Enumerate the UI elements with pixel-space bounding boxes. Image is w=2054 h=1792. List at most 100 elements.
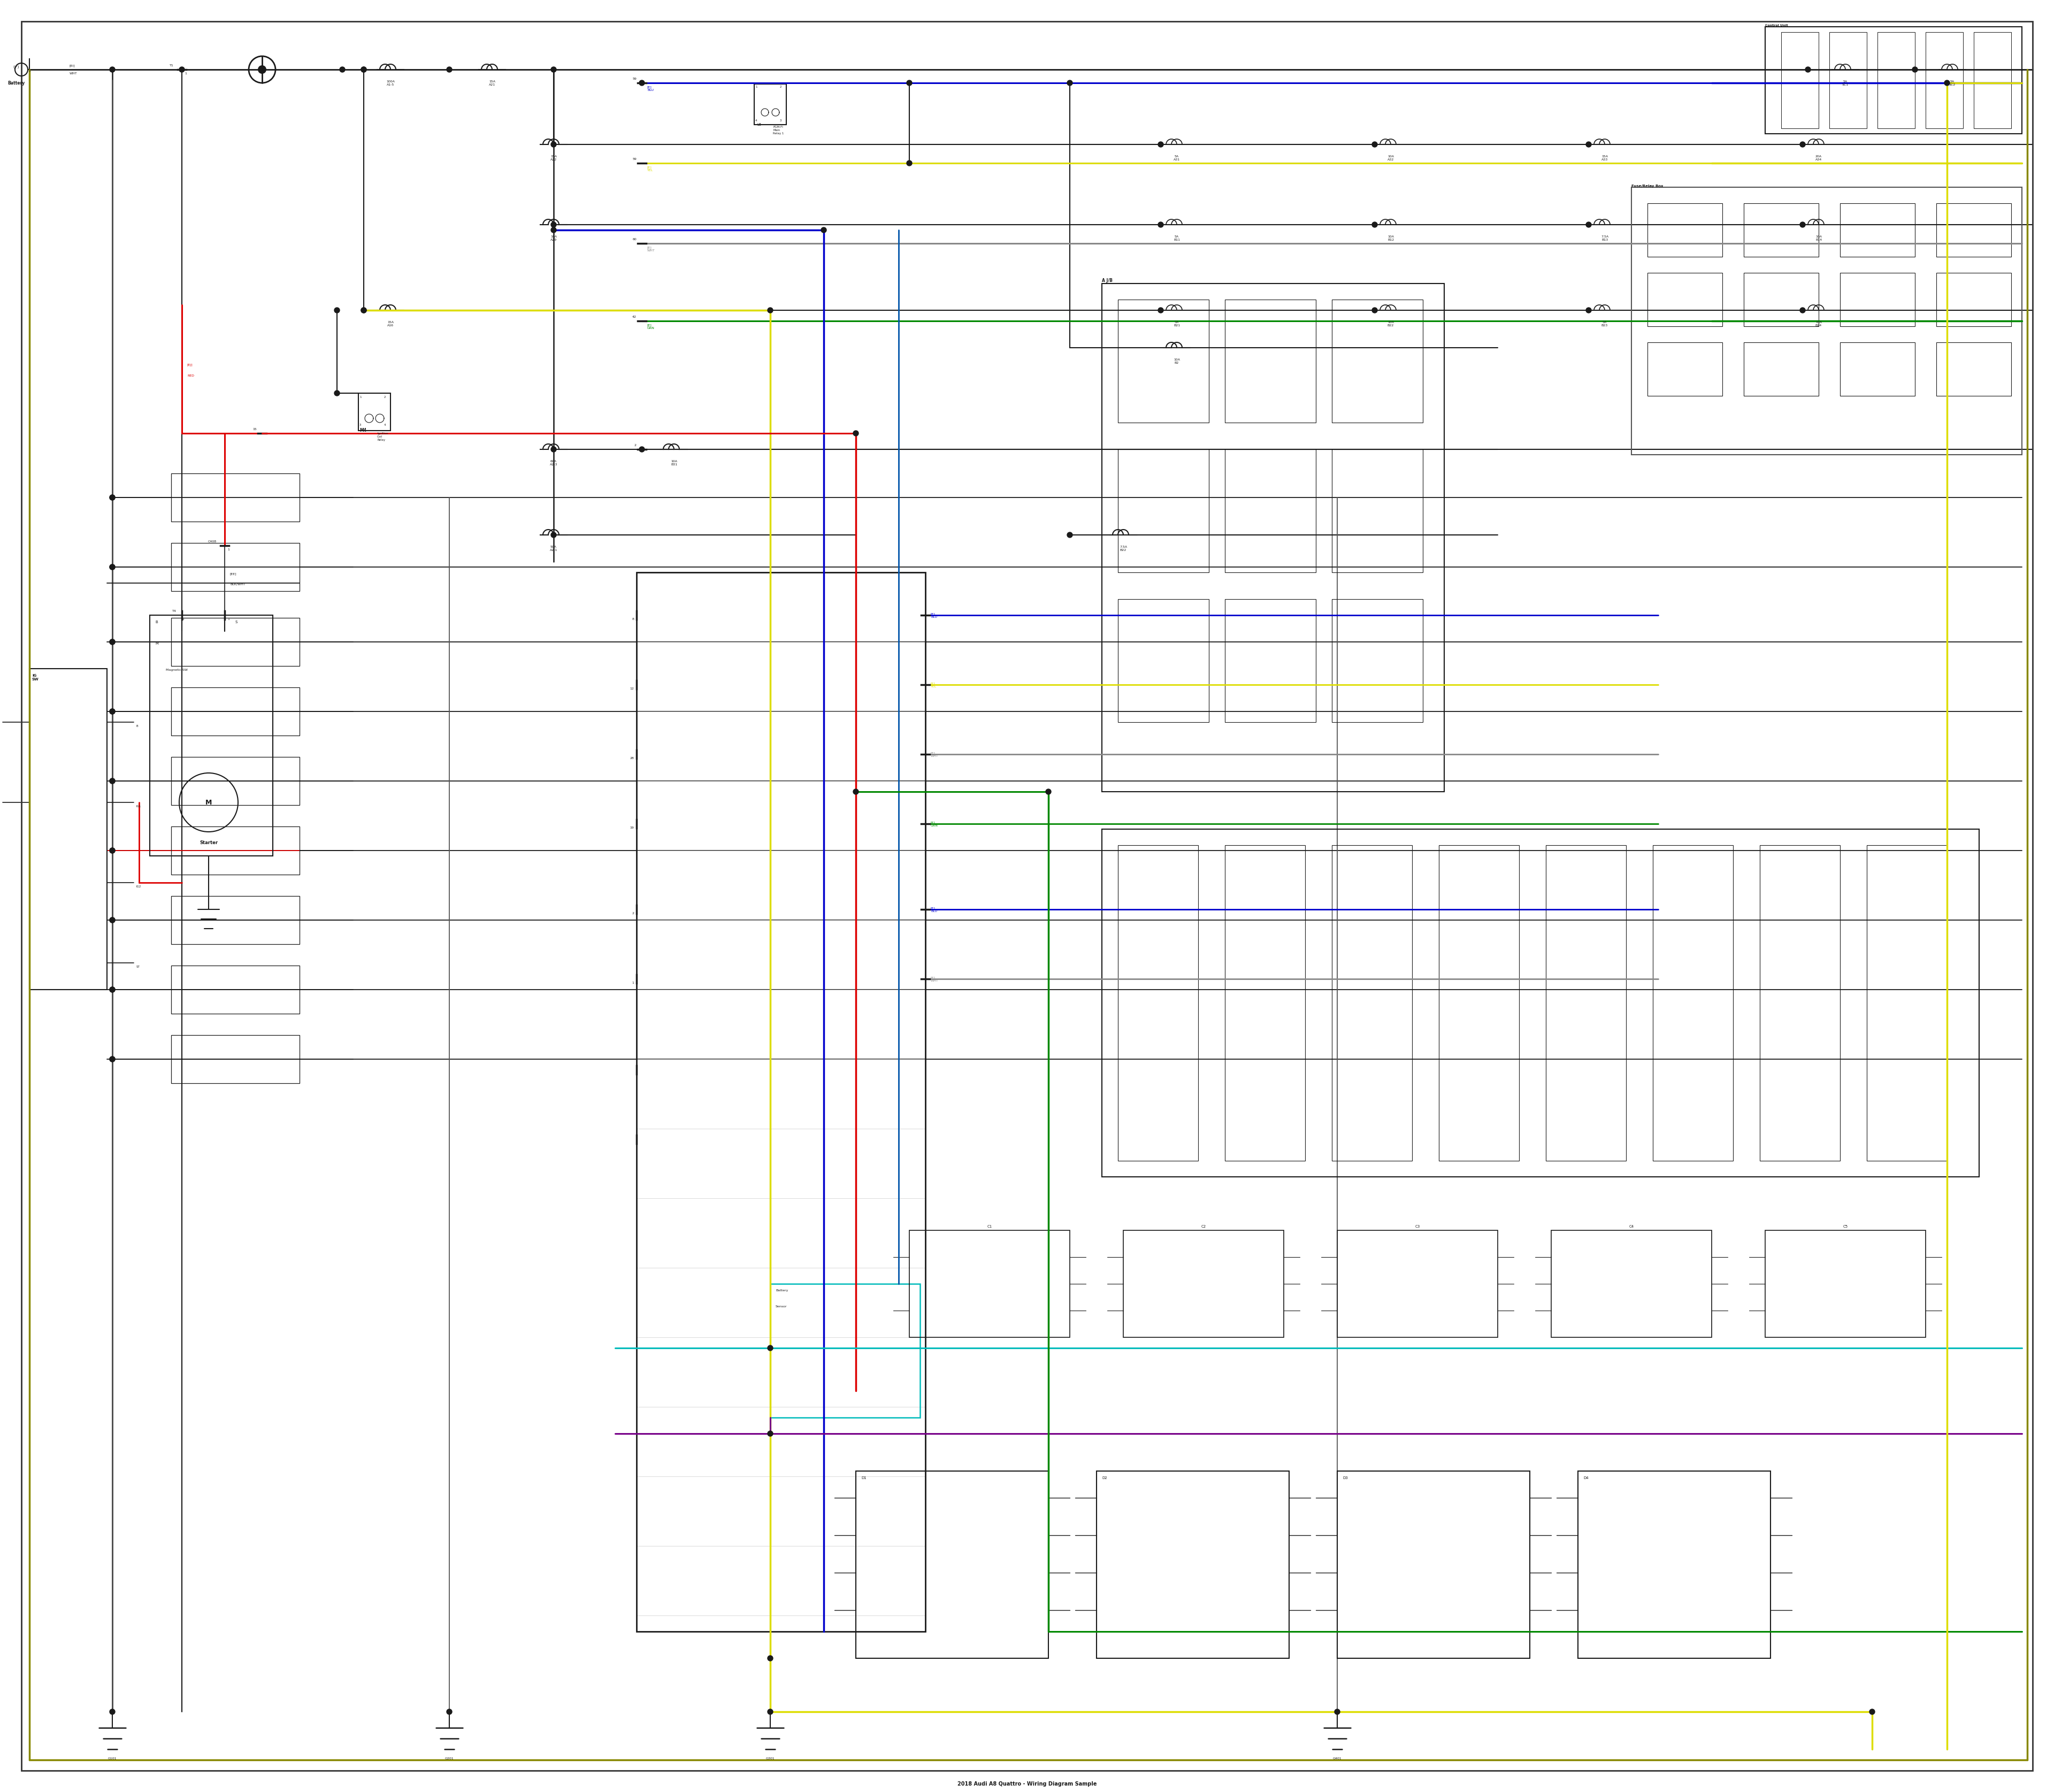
Circle shape [109, 564, 115, 570]
Circle shape [852, 788, 859, 794]
Bar [1101, 830, 1980, 1177]
Circle shape [335, 308, 339, 314]
Text: Fuse/Relay Box: Fuse/Relay Box [1631, 185, 1664, 188]
Text: 1: 1 [228, 548, 230, 550]
Circle shape [1158, 142, 1163, 147]
Text: [EE]: [EE] [230, 572, 236, 575]
Circle shape [822, 228, 826, 233]
Text: A J/B: A J/B [1101, 278, 1113, 283]
Text: 15A
A21: 15A A21 [489, 81, 495, 86]
Bar [1117, 450, 1210, 572]
Bar [170, 966, 300, 1014]
Text: [E]
GRN: [E] GRN [930, 821, 939, 826]
Circle shape [639, 81, 645, 86]
Text: 7.5A
B22: 7.5A B22 [1119, 545, 1128, 552]
Bar [1224, 599, 1317, 722]
Circle shape [1586, 142, 1592, 147]
Text: 15A
A16: 15A A16 [388, 321, 394, 326]
Text: [E]
BLU: [E] BLU [930, 907, 937, 912]
Circle shape [1335, 1710, 1339, 1715]
Bar [1647, 342, 1723, 396]
Circle shape [362, 66, 366, 72]
Text: C5: C5 [1842, 1226, 1849, 1228]
Circle shape [109, 564, 115, 570]
Bar [1117, 846, 1197, 1161]
Text: [E]
YEL: [E] YEL [647, 167, 653, 172]
Text: Control Unit: Control Unit [1764, 23, 1787, 27]
Bar [754, 84, 787, 125]
Circle shape [768, 1656, 772, 1661]
Bar [1224, 450, 1317, 572]
Text: 10A
A32: 10A A32 [1386, 156, 1395, 161]
Bar [1927, 32, 1964, 129]
Bar [1331, 450, 1423, 572]
Text: 60: 60 [633, 238, 637, 240]
Bar [1117, 299, 1210, 423]
Circle shape [109, 1057, 115, 1063]
Text: BLK/WHT: BLK/WHT [230, 582, 244, 586]
Text: 5A
A31: 5A A31 [1173, 156, 1179, 161]
Circle shape [1799, 222, 1805, 228]
Text: 50A
A2-1: 50A A2-1 [550, 545, 557, 552]
Text: 100A
A1-5: 100A A1-5 [386, 81, 394, 86]
Circle shape [1945, 81, 1949, 86]
Text: 10A
B31: 10A B31 [672, 461, 678, 466]
Bar [1764, 27, 2021, 134]
Circle shape [109, 918, 115, 923]
Circle shape [1372, 222, 1378, 228]
Text: S: S [236, 620, 238, 624]
Bar [1577, 1471, 1771, 1658]
Text: 5A
B11: 5A B11 [1173, 235, 1179, 242]
Text: 59: 59 [633, 158, 637, 161]
Bar [1331, 599, 1423, 722]
Circle shape [362, 308, 366, 314]
Circle shape [1068, 532, 1072, 538]
Text: IG2: IG2 [136, 885, 142, 889]
Text: 59: 59 [633, 77, 637, 81]
Bar [1937, 272, 2011, 326]
Text: 7.5A
B13: 7.5A B13 [1600, 235, 1608, 242]
Circle shape [1805, 66, 1812, 72]
Circle shape [259, 65, 267, 73]
Bar [1744, 342, 1818, 396]
Circle shape [109, 710, 115, 715]
Text: 1: 1 [29, 70, 31, 72]
Circle shape [179, 66, 185, 72]
Circle shape [335, 391, 339, 396]
Circle shape [109, 987, 115, 993]
Bar [1760, 846, 1840, 1161]
Text: Sensor: Sensor [776, 1305, 787, 1308]
Circle shape [109, 1057, 115, 1063]
Bar [1547, 846, 1627, 1161]
Text: C3: C3 [1415, 1226, 1419, 1228]
Text: Battery: Battery [8, 81, 25, 86]
Circle shape [446, 1710, 452, 1715]
Text: T1: T1 [170, 65, 175, 66]
Bar [1097, 1471, 1290, 1658]
Bar [1647, 272, 1723, 326]
Circle shape [768, 1432, 772, 1435]
Text: 1: 1 [633, 982, 635, 984]
Text: M: M [205, 799, 212, 806]
Text: G201: G201 [446, 1758, 454, 1760]
Circle shape [1158, 222, 1163, 228]
Bar [1974, 32, 2011, 129]
Text: C2: C2 [1202, 1226, 1206, 1228]
Bar [1331, 846, 1413, 1161]
Text: 10A
B22: 10A B22 [1386, 321, 1395, 326]
Text: 2: 2 [633, 912, 635, 914]
Text: 10A
B12: 10A B12 [1389, 235, 1395, 242]
Bar [170, 896, 300, 944]
Circle shape [1045, 788, 1052, 794]
Circle shape [109, 1710, 115, 1715]
Bar [1117, 599, 1210, 722]
Text: Magnetic SW: Magnetic SW [166, 668, 187, 672]
Circle shape [550, 66, 557, 72]
Bar [170, 756, 300, 805]
Text: Ignition
Coil
Relay: Ignition Coil Relay [378, 432, 388, 441]
Bar [170, 473, 300, 521]
Bar [1937, 202, 2011, 256]
Text: 12: 12 [631, 688, 635, 690]
Circle shape [852, 430, 859, 435]
Circle shape [109, 778, 115, 783]
